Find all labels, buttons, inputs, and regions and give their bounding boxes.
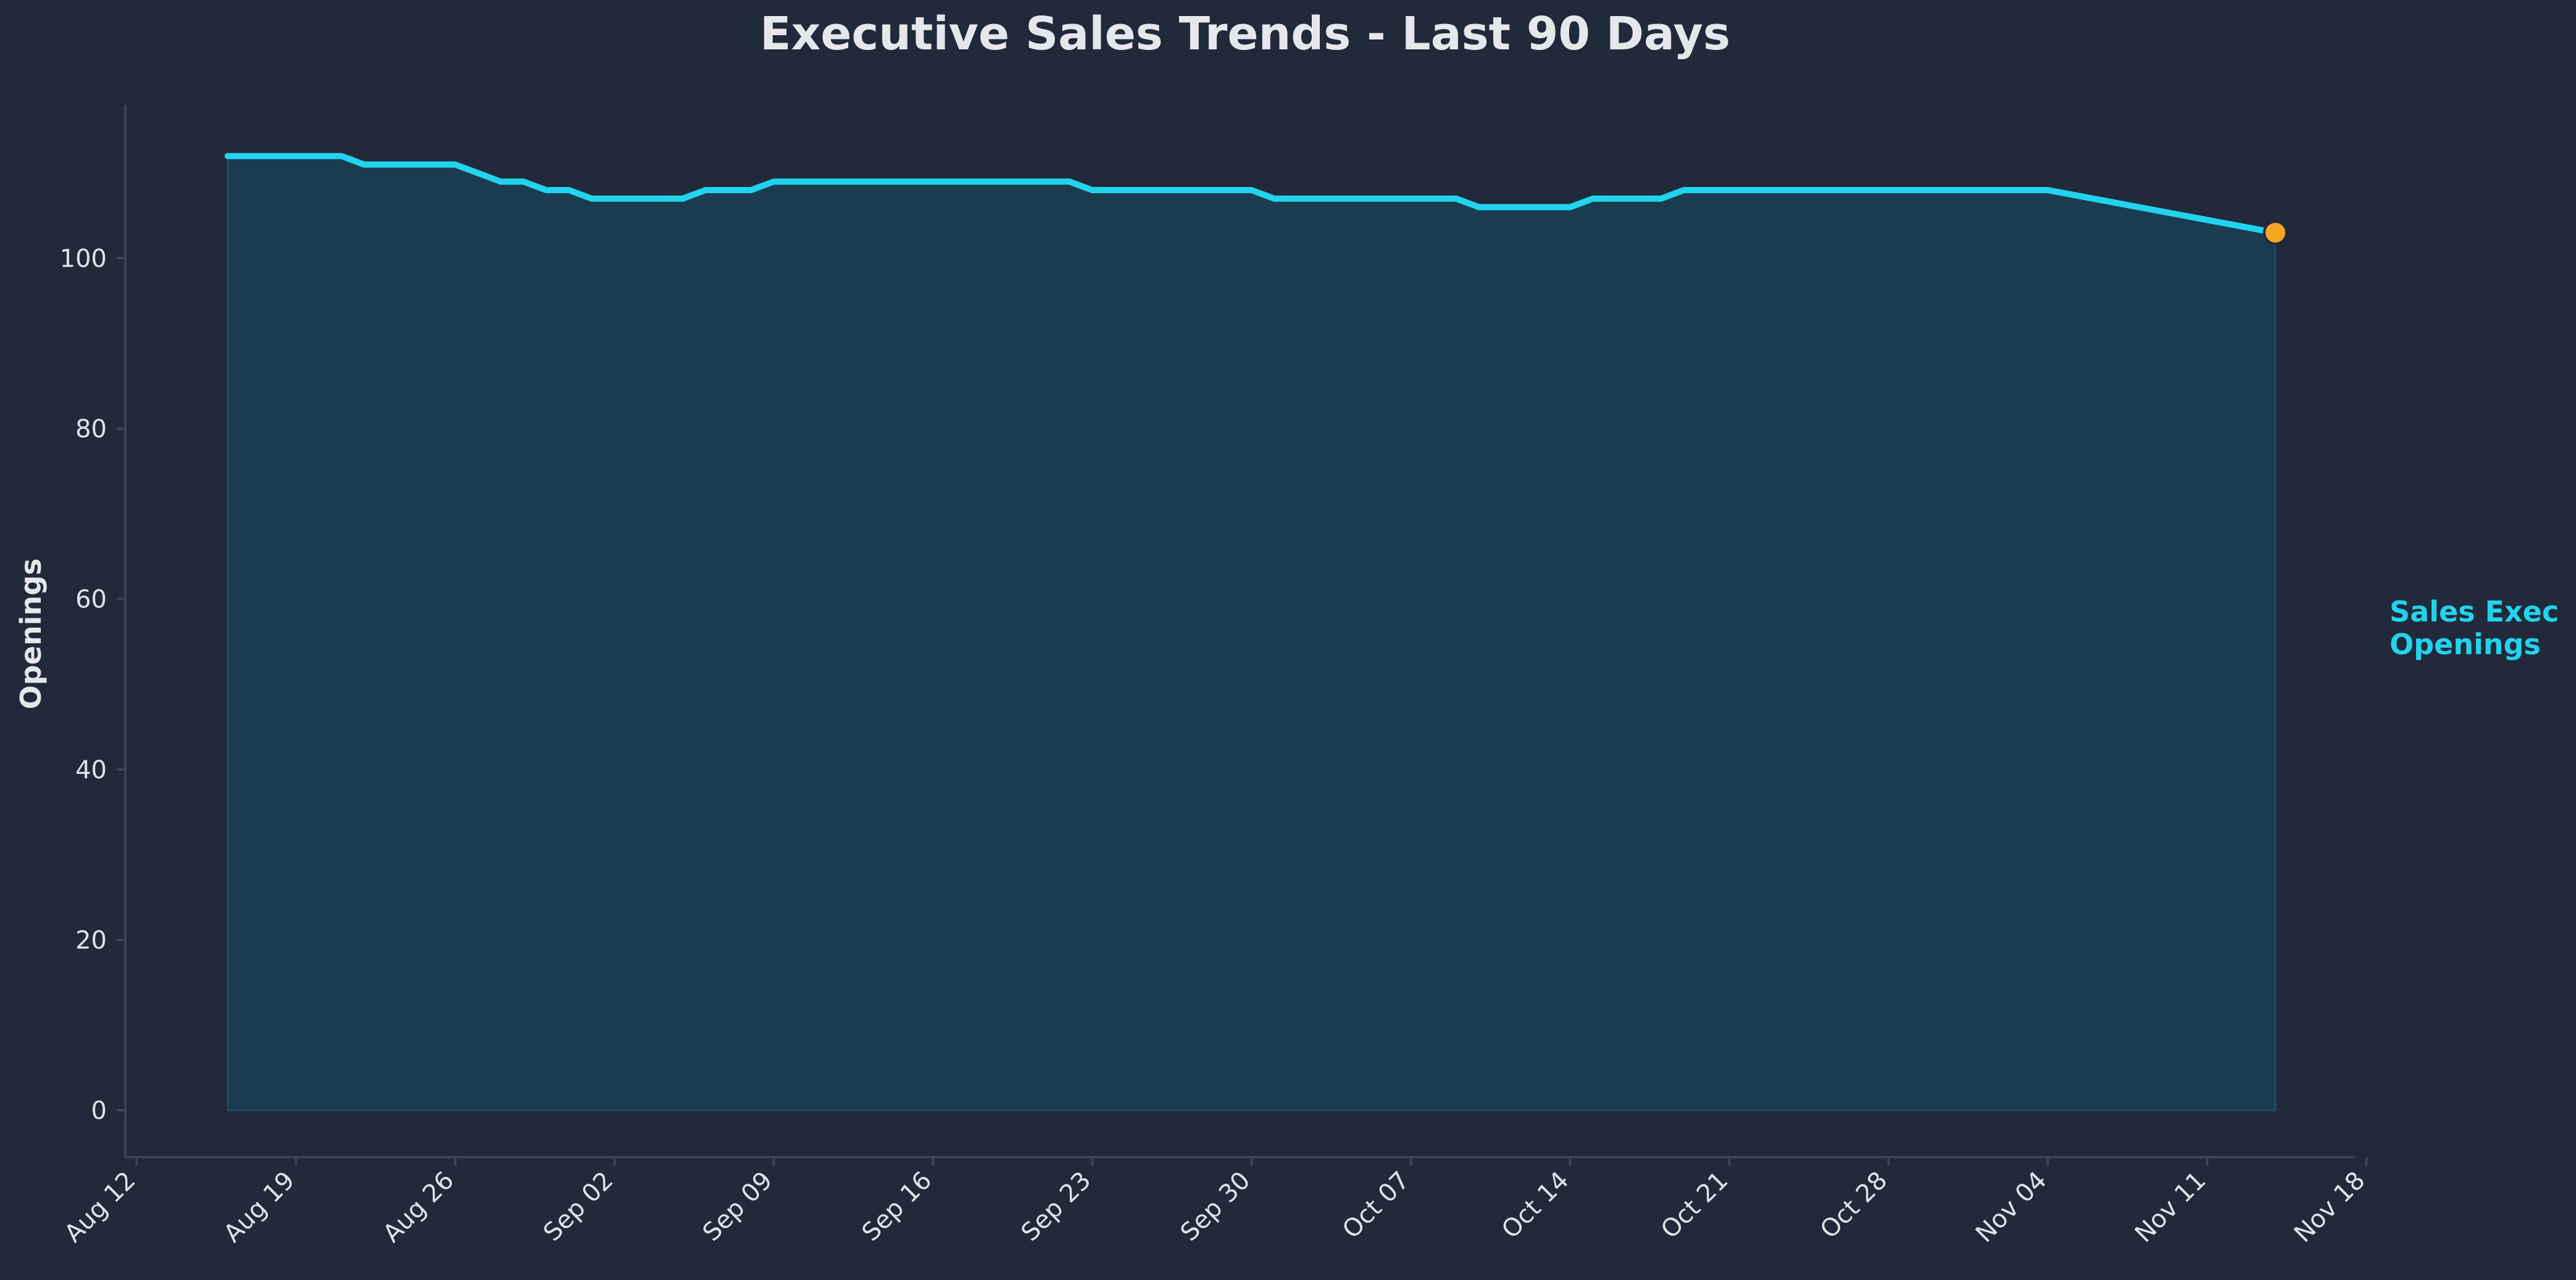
x-tick-label-2: Aug 26	[378, 1166, 460, 1249]
x-axis-ticks: Aug 12 Aug 19 Aug 26 Sep 02 Sep 09 Sep 16 Sep …	[59, 1157, 2371, 1249]
y-tick-label-40: 40	[75, 756, 107, 784]
y-axis-ticks: 0 20 40 60 80 100	[60, 245, 125, 1125]
x-tick-label-8: Oct 07	[1337, 1166, 1415, 1244]
x-tick-label-1: Aug 19	[219, 1166, 301, 1249]
x-tick-label-9: Oct 14	[1496, 1166, 1574, 1244]
series-label-line-2: Openings	[2390, 628, 2541, 661]
x-tick-label-6: Sep 23	[1016, 1166, 1097, 1247]
axes	[124, 105, 2355, 1158]
series-label: Sales Exec Openings	[2390, 595, 2559, 661]
x-tick-label-4: Sep 09	[698, 1166, 778, 1247]
y-tick-label-60: 60	[75, 586, 107, 614]
x-tick-label-10: Oct 21	[1656, 1166, 1733, 1244]
x-tick-label-0: Aug 12	[59, 1166, 141, 1249]
y-tick-label-100: 100	[60, 245, 107, 273]
x-tick-label-14: Nov 18	[2289, 1166, 2371, 1249]
x-tick-label-11: Oct 28	[1815, 1166, 1893, 1244]
area-layer	[224, 152, 2288, 1112]
series-label-line-1: Sales Exec	[2390, 595, 2559, 628]
y-tick-label-80: 80	[75, 415, 107, 444]
x-tick-label-13: Nov 11	[2130, 1166, 2212, 1249]
x-tick-label-5: Sep 16	[857, 1166, 938, 1247]
chart-title: Executive Sales Trends - Last 90 Days	[760, 7, 1730, 60]
y-tick-label-20: 20	[75, 926, 107, 955]
series-area-fill	[227, 155, 2277, 1112]
x-tick-label-3: Sep 02	[538, 1166, 619, 1247]
series-line	[224, 152, 2278, 236]
x-tick-label-12: Nov 04	[1970, 1166, 2053, 1249]
y-axis-label: Openings	[14, 559, 48, 710]
last-point-marker	[2263, 220, 2288, 246]
x-tick-label-7: Sep 30	[1175, 1166, 1256, 1247]
y-tick-label-0: 0	[91, 1097, 107, 1125]
